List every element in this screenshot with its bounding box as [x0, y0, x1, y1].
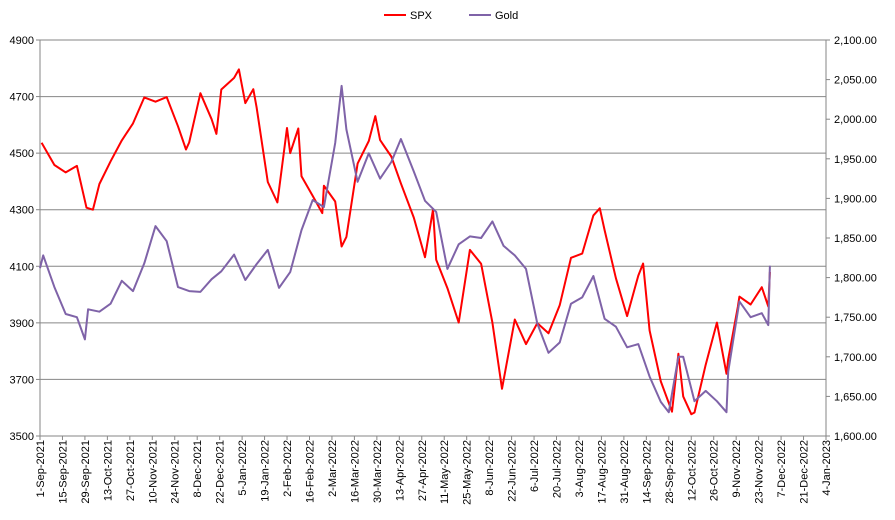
- x-tick-label: 27-Apr-2022: [417, 440, 429, 501]
- x-tick-label: 13-Oct-2021: [102, 440, 114, 501]
- x-tick-label: 8-Jun-2022: [484, 440, 496, 496]
- x-tick-label: 21-Dec-2022: [799, 440, 811, 504]
- x-tick-label: 20-Jul-2022: [552, 440, 564, 498]
- x-tick-label: 16-Mar-2022: [349, 440, 361, 503]
- x-tick-label: 11-May-2022: [439, 440, 451, 504]
- x-tick-label: 2-Mar-2022: [327, 440, 339, 497]
- x-tick-label: 9-Nov-2022: [731, 440, 743, 497]
- x-tick-label: 10-Nov-2021: [147, 440, 159, 504]
- right-tick-label: 1,750.00: [834, 312, 877, 324]
- spx-legend-label: SPX: [410, 10, 433, 22]
- right-tick-label: 1,900.00: [834, 193, 877, 205]
- left-tick-label: 3700: [10, 374, 34, 386]
- right-tick-label: 1,850.00: [834, 233, 877, 245]
- x-tick-label: 25-May-2022: [462, 440, 474, 505]
- x-tick-label: 28-Sep-2022: [664, 440, 676, 504]
- x-tick-label: 27-Oct-2021: [125, 440, 137, 501]
- right-tick-label: 1,950.00: [834, 154, 877, 166]
- left-tick-label: 4700: [10, 92, 34, 104]
- right-tick-label: 2,000.00: [834, 114, 877, 126]
- legend: SPX Gold: [384, 10, 518, 22]
- left-tick-label: 4900: [10, 35, 34, 47]
- x-tick-label: 5-Jan-2022: [237, 440, 249, 496]
- left-tick-label: 3900: [10, 318, 34, 330]
- x-tick-label: 29-Sep-2021: [80, 440, 92, 504]
- x-tick-label: 4-Jan-2023: [821, 440, 833, 496]
- x-tick-label: 12-Oct-2022: [686, 440, 698, 501]
- left-tick-label: 3500: [10, 431, 34, 443]
- x-tick-label: 8-Dec-2021: [192, 440, 204, 497]
- gridlines: [40, 39, 826, 437]
- x-tick-label: 22-Dec-2021: [215, 440, 227, 504]
- right-tick-label: 2,050.00: [834, 75, 877, 87]
- x-tick-label: 13-Apr-2022: [394, 440, 406, 501]
- x-tick-label: 22-Jun-2022: [507, 440, 519, 502]
- gold-legend-label: Gold: [495, 10, 518, 22]
- right-tick-label: 1,800.00: [834, 273, 877, 285]
- x-tick-label: 26-Oct-2022: [709, 440, 721, 501]
- left-tick-label: 4300: [10, 205, 34, 217]
- x-tick-label: 2-Feb-2022: [282, 440, 294, 497]
- series-lines: [39, 68, 771, 416]
- x-tick-label: 1-Sep-2021: [35, 440, 47, 498]
- x-tick-label: 6-Jul-2022: [529, 440, 541, 492]
- x-tick-label: 24-Nov-2021: [170, 440, 182, 504]
- gold-line: [39, 84, 771, 414]
- x-tick-label: 14-Sep-2022: [641, 440, 653, 504]
- spx-line: [40, 68, 771, 416]
- right-tick-label: 1,600.00: [834, 431, 877, 443]
- axes: 3500 3700 3900 4100 4300 4500 4700 4900 1,600.00…: [10, 35, 877, 505]
- left-tick-label: 4500: [10, 148, 34, 160]
- left-tick-label: 4100: [10, 261, 34, 273]
- x-tick-label: 15-Sep-2021: [57, 440, 69, 504]
- right-tick-label: 2,100.00: [834, 35, 877, 47]
- x-tick-label: 31-Aug-2022: [619, 440, 631, 504]
- x-tick-label: 19-Jan-2022: [260, 440, 272, 502]
- x-tick-label: 16-Feb-2022: [304, 440, 316, 503]
- right-tick-label: 1,650.00: [834, 391, 877, 403]
- x-tick-label: 17-Aug-2022: [596, 440, 608, 504]
- x-tick-label: 30-Mar-2022: [372, 440, 384, 503]
- x-tick-label: 7-Dec-2022: [776, 440, 788, 497]
- right-tick-label: 1,700.00: [834, 352, 877, 364]
- x-tick-label: 3-Aug-2022: [574, 440, 586, 498]
- x-tick-label: 23-Nov-2022: [754, 440, 766, 504]
